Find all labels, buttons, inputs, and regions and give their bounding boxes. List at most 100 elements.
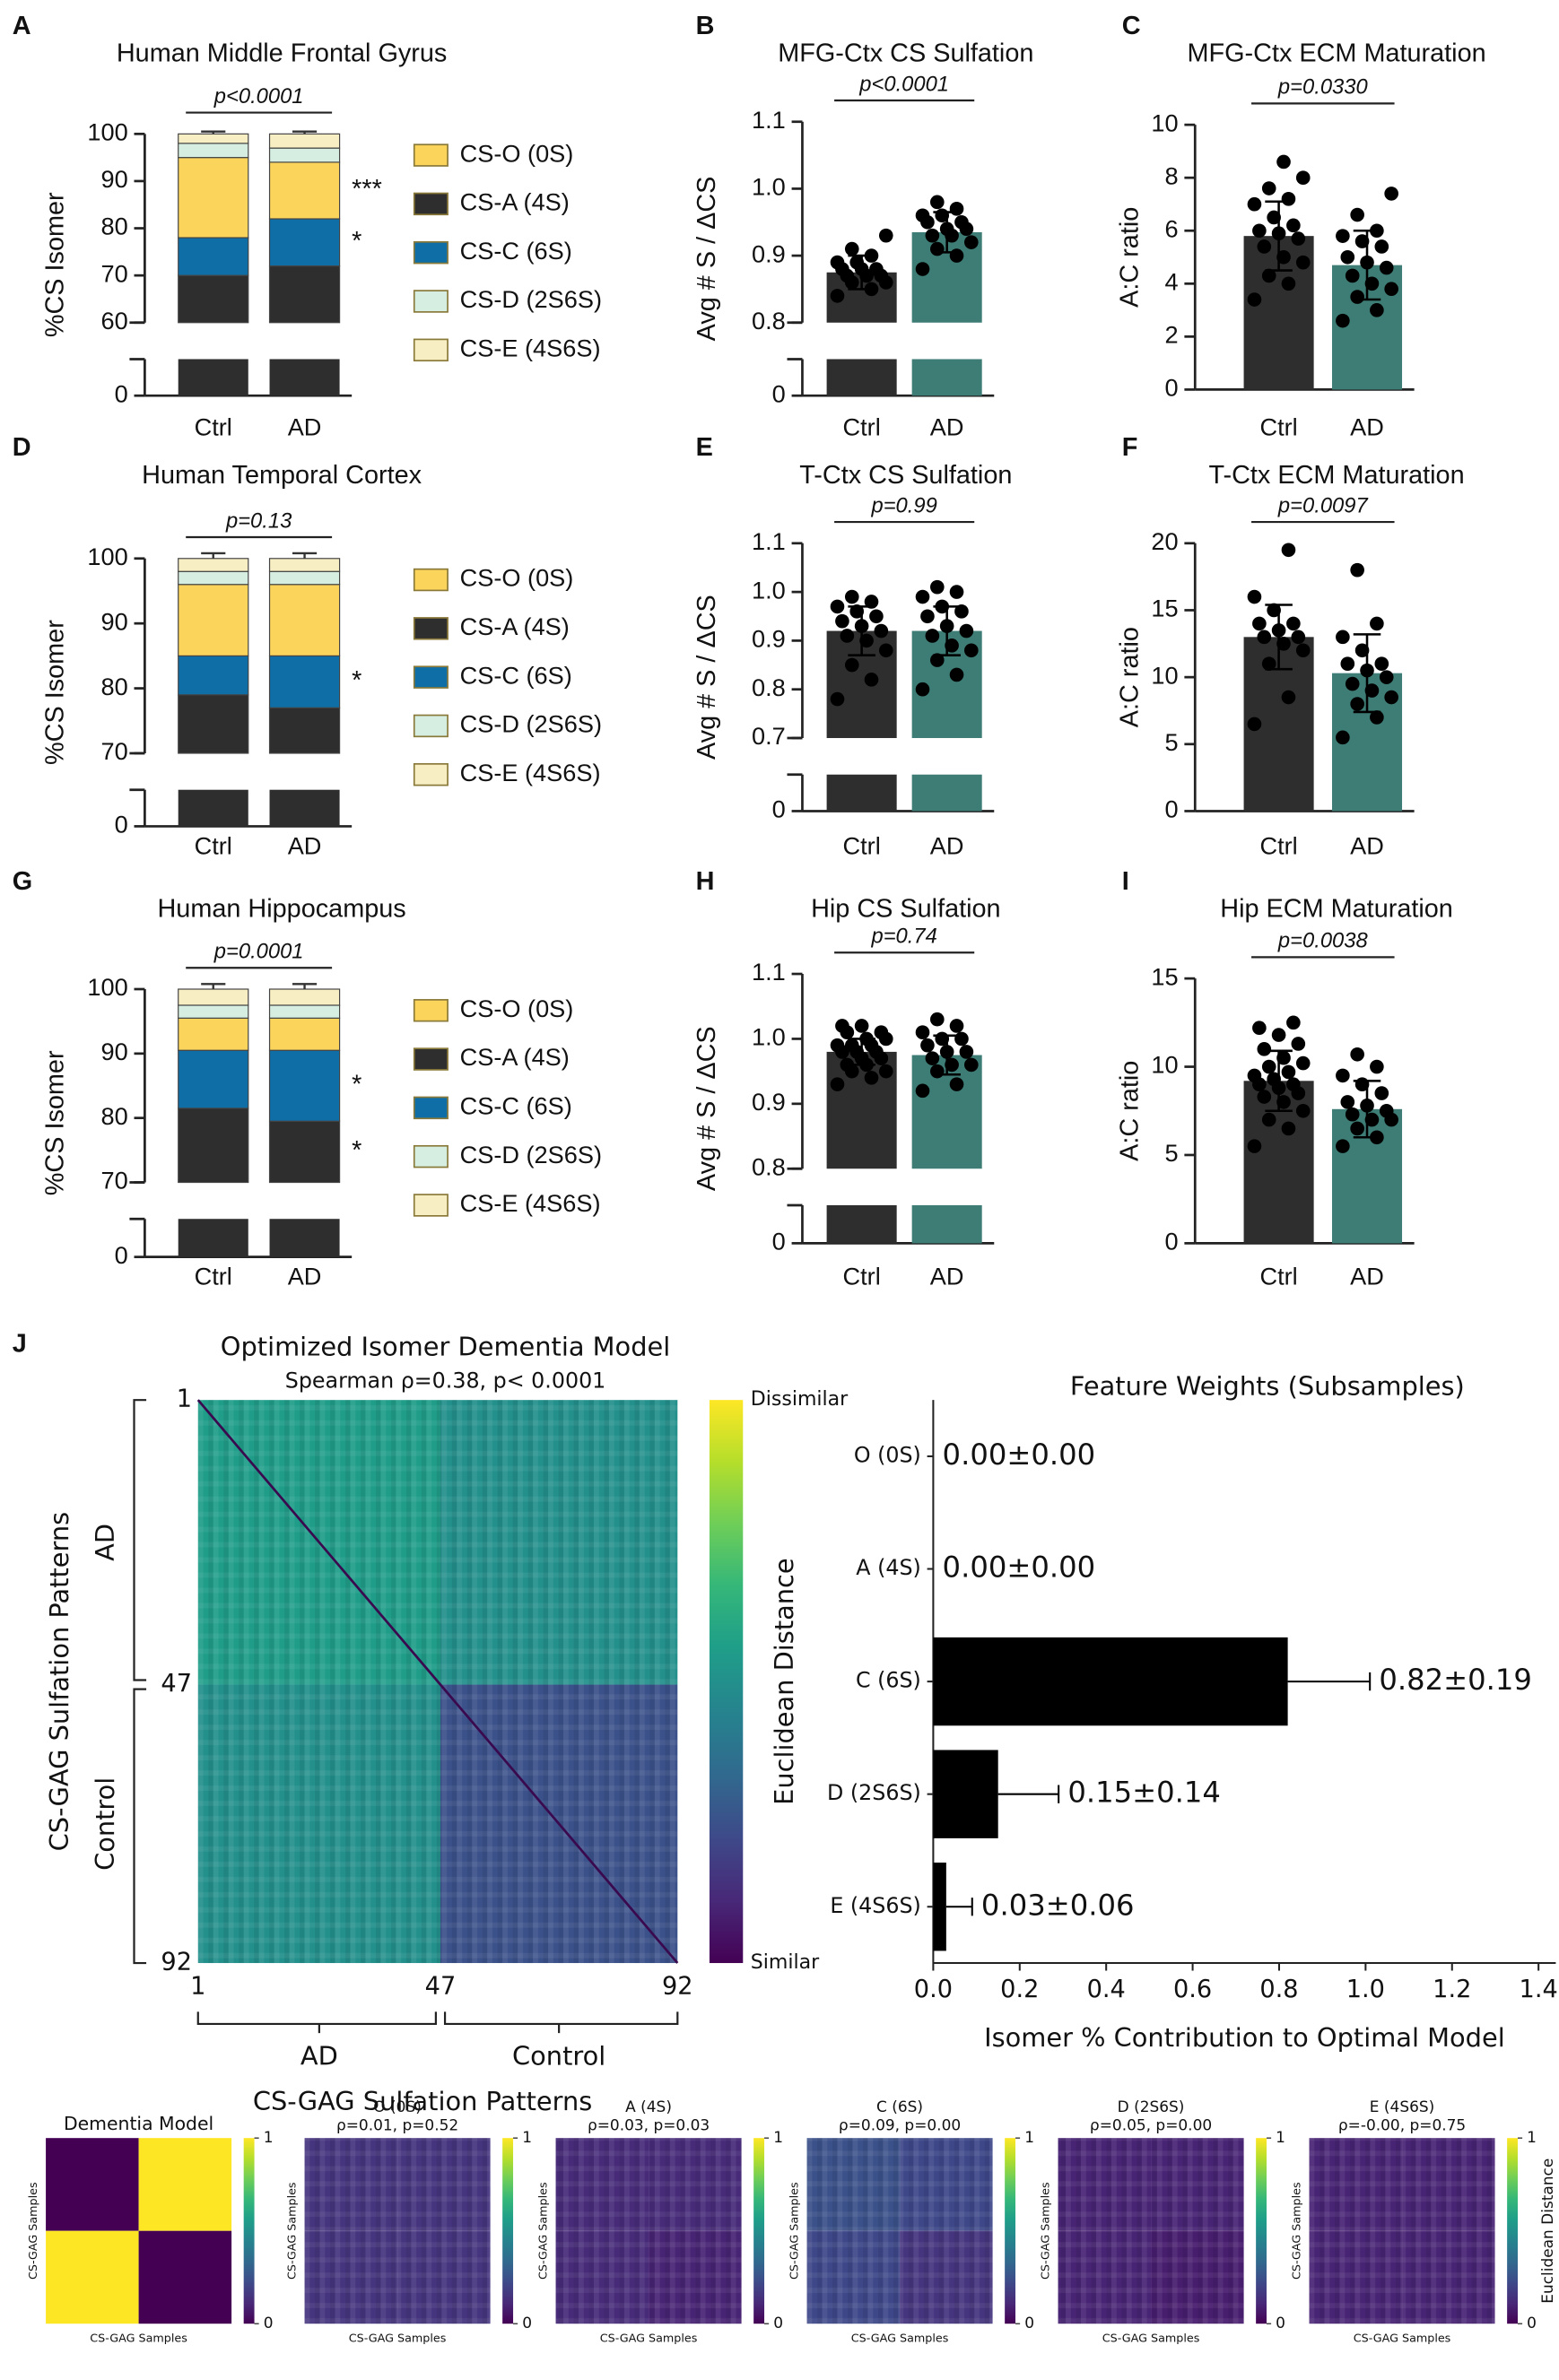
colorbar-tick-label: 0	[522, 2314, 532, 2332]
chart-title: T-Ctx ECM Maturation	[1208, 461, 1464, 490]
data-point	[830, 599, 845, 614]
data-point	[1291, 1037, 1306, 1051]
data-point	[1354, 234, 1370, 248]
y-tick-label: 90	[101, 607, 128, 635]
group-bracket	[196, 2011, 679, 2034]
data-point	[1370, 1059, 1384, 1074]
value-label: 0.03±0.06	[981, 1888, 1135, 1922]
legend-label: CS-C (6S)	[460, 1092, 572, 1120]
heatmap-texture	[304, 2138, 491, 2324]
data-point	[1247, 717, 1262, 732]
x-tick-label: AD	[1350, 413, 1384, 441]
x-tick-label: AD	[930, 1263, 964, 1290]
data-point	[1340, 1095, 1355, 1109]
heatmap-texture	[806, 2138, 993, 2324]
colorbar-tick-label: 0	[1276, 2314, 1285, 2332]
significance-mark: *	[352, 227, 361, 256]
bar-segment	[178, 655, 249, 696]
y-tick-label: 70	[101, 737, 128, 765]
data-point	[1295, 170, 1311, 186]
x-tick-label: 0.2	[1000, 1976, 1039, 2003]
data-point	[859, 633, 874, 648]
data-point	[1247, 1068, 1262, 1083]
colorbar-tick-label: 0	[773, 2314, 783, 2332]
data-point	[915, 682, 930, 697]
data-point	[1257, 239, 1272, 254]
y-tick-label: 0.9	[752, 625, 786, 653]
y-axis-label: Avg # S / ΔCS	[692, 1026, 721, 1191]
chart-title: D (2S6S)	[1118, 2098, 1185, 2115]
colorbar-tick-label: 1	[1024, 2128, 1034, 2146]
data-point	[929, 1012, 945, 1027]
error-bar	[292, 130, 318, 135]
y-tick-label: 0	[115, 1241, 128, 1269]
data-point	[1271, 1028, 1286, 1042]
data-point	[925, 228, 940, 243]
y-tick-label: 0	[772, 379, 786, 407]
data-point	[874, 1025, 889, 1040]
y-tick-label: 4	[1164, 267, 1178, 295]
y-tick-label: 0.8	[752, 307, 786, 334]
y-tick-label: 1.1	[752, 958, 786, 986]
data-point	[878, 643, 893, 658]
chart-title: Human Hippocampus	[157, 894, 405, 923]
heatmap-texture	[1058, 2138, 1244, 2324]
x-tick-label: Ctrl	[843, 413, 881, 441]
bar-segment	[268, 1004, 341, 1019]
data-point	[835, 1019, 849, 1033]
y-tick-label: 8	[1164, 161, 1178, 189]
data-point	[1281, 1121, 1296, 1136]
data-point	[854, 1019, 869, 1033]
p-value: p<0.0001	[213, 84, 304, 109]
panel-label: I	[1122, 867, 1129, 896]
data-point	[1354, 1077, 1370, 1092]
data-point	[835, 613, 849, 629]
chart-title: Dementia Model	[64, 2113, 213, 2134]
bar-segment	[178, 558, 249, 572]
x-tick-label: AD	[1350, 831, 1384, 859]
y-axis-label: %CS Isomer	[41, 1050, 70, 1195]
data-point	[864, 1071, 879, 1085]
data-point	[1345, 268, 1360, 283]
y-axis-label: A:C ratio	[1116, 627, 1145, 727]
data-point	[1281, 1064, 1296, 1080]
data-point	[1257, 630, 1272, 645]
legend-swatch	[413, 1194, 449, 1217]
chart-subtitle: ρ=0.09, p=0.00	[839, 2116, 961, 2134]
error-bar	[997, 1785, 1060, 1803]
error-bar	[201, 983, 226, 990]
legend-swatch	[413, 763, 449, 786]
y-tick-label: 0.8	[752, 1152, 786, 1180]
y-tick-label: 1.1	[752, 106, 786, 134]
data-point	[864, 673, 879, 687]
y-axis-label: CS-GAG Samples	[536, 2182, 549, 2280]
legend-swatch	[413, 1144, 449, 1168]
data-point	[959, 1045, 974, 1059]
data-point	[949, 202, 964, 216]
data-point	[1345, 676, 1360, 691]
data-point	[1276, 154, 1291, 169]
data-point	[1345, 1107, 1360, 1122]
x-tick-label: Ctrl	[195, 413, 232, 441]
significance-mark: *	[352, 666, 361, 695]
diagonal	[196, 1399, 679, 1964]
data-point	[1252, 1021, 1267, 1036]
y-axis-label: CS-GAG Samples	[787, 2182, 800, 2280]
data-point	[964, 1057, 979, 1073]
x-axis-label: CS-GAG Samples	[851, 2332, 949, 2345]
legend-label: CS-A (4S)	[460, 612, 570, 640]
value-label: 0.15±0.14	[1067, 1776, 1221, 1810]
y-axis-label: %CS Isomer	[41, 192, 70, 337]
x-tick-label: 0.8	[1259, 1976, 1298, 2003]
data-point	[1247, 292, 1262, 307]
bar-segment	[268, 147, 341, 163]
y-tick-label: 0	[115, 379, 128, 407]
data-point	[1276, 636, 1291, 651]
data-point	[929, 653, 945, 667]
data-point	[869, 262, 884, 276]
legend-label: CS-A (4S)	[460, 1043, 570, 1071]
heatmap-texture	[555, 2138, 742, 2324]
bar-segment	[178, 237, 249, 276]
bar-segment	[178, 157, 249, 239]
data-point	[1336, 1139, 1350, 1153]
